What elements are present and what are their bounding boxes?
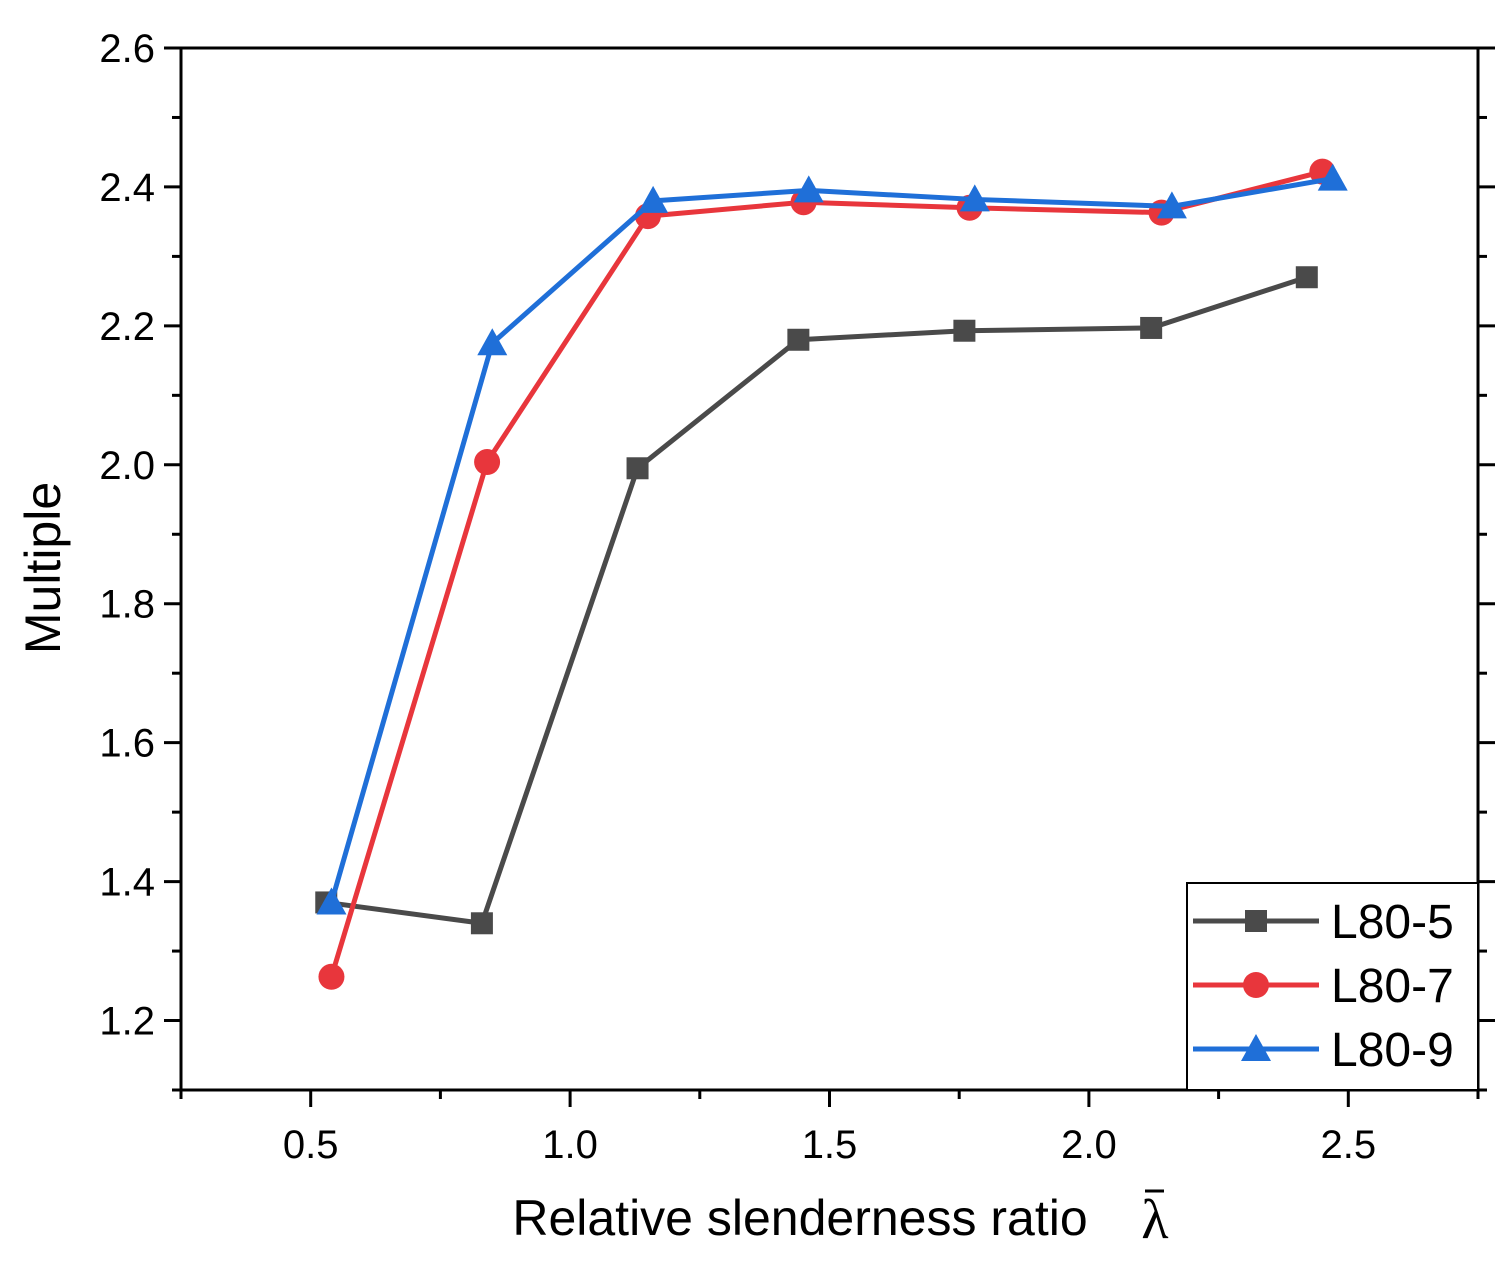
y-tick-label: 2.4 — [99, 166, 155, 210]
data-point-l80-5 — [953, 319, 976, 342]
y-tick-label: 1.2 — [99, 1000, 155, 1044]
legend-marker-l80-7 — [1243, 972, 1269, 998]
legend-marker-l80-5 — [1245, 910, 1267, 932]
data-point-l80-7 — [318, 963, 345, 990]
data-point-l80-5 — [626, 457, 649, 480]
data-point-l80-5 — [1140, 316, 1163, 339]
legend: L80-5 L80-7 L80-9 — [1186, 882, 1479, 1091]
legend-label-l80-5: L80-5 — [1331, 896, 1454, 949]
series-line-l80-9 — [329, 176, 1334, 904]
y-axis-title: Multiple — [15, 482, 71, 654]
data-point-l80-7 — [474, 449, 501, 476]
y-tick-label: 1.8 — [99, 583, 155, 627]
x-tick-label: 1.5 — [802, 1123, 858, 1167]
series-layer — [315, 158, 1348, 990]
x-axis-symbol: λ — [1141, 1189, 1168, 1251]
series-line-l80-7 — [329, 169, 1323, 978]
legend-marker-l80-9 — [1241, 1034, 1271, 1061]
series-l80-7 — [318, 158, 1336, 990]
data-point-l80-5 — [470, 912, 493, 935]
x-axis-title: Relative slenderness ratio — [512, 1190, 1087, 1246]
data-point-l80-5 — [787, 328, 810, 351]
data-point-l80-9 — [316, 887, 347, 915]
y-tick-label: 1.6 — [99, 722, 155, 766]
x-tick-label: 2.0 — [1061, 1123, 1117, 1167]
series-l80-9 — [316, 163, 1348, 915]
series-line-l80-5 — [325, 274, 1308, 926]
data-point-l80-9 — [793, 175, 824, 203]
y-tick-label: 2.2 — [99, 305, 155, 349]
data-point-l80-9 — [477, 328, 508, 356]
x-tick-label: 2.5 — [1320, 1123, 1376, 1167]
x-tick-label: 1.0 — [542, 1123, 598, 1167]
y-tick-label: 2.0 — [99, 444, 155, 488]
legend-label-l80-9: L80-9 — [1331, 1024, 1454, 1077]
data-point-l80-9 — [959, 184, 990, 212]
data-point-l80-9 — [1156, 191, 1187, 219]
y-tick-label: 1.4 — [99, 861, 155, 905]
series-l80-5 — [315, 266, 1318, 935]
data-point-l80-9 — [638, 185, 669, 213]
data-point-l80-5 — [1295, 266, 1318, 289]
x-tick-label: 0.5 — [283, 1123, 339, 1167]
legend-label-l80-7: L80-7 — [1331, 960, 1454, 1013]
y-tick-label: 2.6 — [99, 27, 155, 71]
axes-layer: 1.2 1.4 1.6 1.8 2.0 2.2 2.4 2.6 0.5 1.0 1.5 2.0 2.5 — [99, 27, 1495, 1167]
data-point-l80-9 — [1317, 163, 1348, 191]
